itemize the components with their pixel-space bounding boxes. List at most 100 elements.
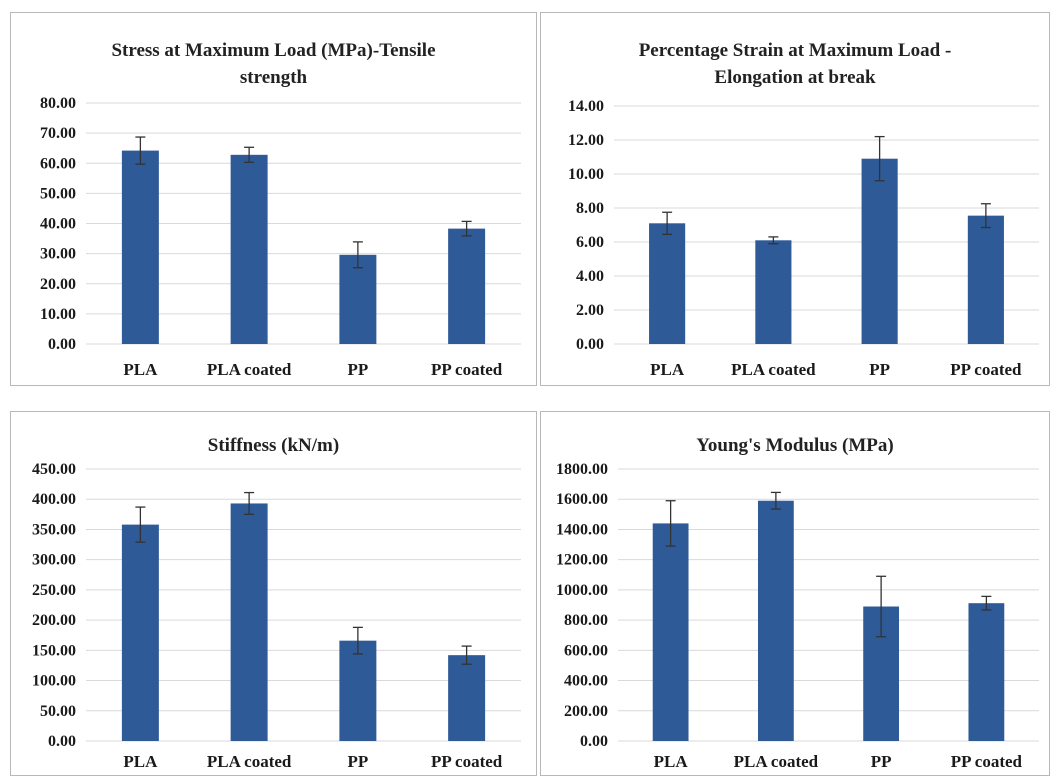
y-tick-label: 8.00 [576,200,604,217]
y-tick-label: 50.00 [40,185,76,202]
y-tick-label: 450.00 [32,461,76,478]
bar-plot: 0.00 50.00 100.00 150.00 200.00 250.00 300.00 3… [32,461,521,771]
bar-pla [121,150,159,344]
stiffness-chart: Stiffness (kN/m) 0.00 50.00 100.00 150.00 20… [10,411,537,776]
y-tick-label: 400.00 [32,491,76,508]
x-category-label: PLA [650,360,685,379]
y-tick-label: 80.00 [40,95,76,112]
error-bar [770,491,781,510]
x-category-label: PP [347,360,368,379]
youngs-modulus-chart: Young's Modulus (MPa) 0.00 200.00 400.00 60… [540,411,1050,776]
error-bar [352,241,363,269]
y-tick-label: 1400.00 [556,521,608,538]
y-tick-label: 300.00 [32,552,76,569]
bar-pp [339,254,377,344]
chart-title-line: Percentage Strain at Maximum Load - [638,40,952,61]
y-tick-label: 10.00 [568,166,604,183]
x-category-label: PLA [123,360,158,379]
x-category-label: PLA [654,752,689,771]
x-category-label: PP [347,752,368,771]
error-bar [981,595,992,611]
y-tick-label: 1600.00 [556,491,608,508]
bar-pla [649,223,686,344]
error-bar [461,220,472,237]
bar-pp [861,158,898,344]
chart-title-line: Stress at Maximum Load (MPa)-Tensile [111,40,436,61]
y-tick-label: 200.00 [564,703,608,720]
y-tick-label: 150.00 [32,642,76,659]
x-category-label: PP [869,360,890,379]
chart-title-line: strength [239,67,308,88]
error-bar [768,236,779,245]
chart-title: Stiffness (kN/m) [11,432,536,459]
x-category-label: PP coated [431,752,503,771]
error-bar [461,645,472,665]
x-category-label: PP coated [431,360,503,379]
bar-pla-coated [757,500,794,741]
y-tick-label: 0.00 [576,336,604,353]
x-category-label: PLA coated [207,360,292,379]
y-tick-label: 30.00 [40,246,76,263]
y-tick-label: 0.00 [48,336,76,353]
y-tick-label: 1200.00 [556,552,608,569]
bar-pla-coated [755,240,792,344]
y-tick-label: 0.00 [580,733,608,750]
y-tick-label: 60.00 [40,155,76,172]
y-tick-label: 50.00 [40,703,76,720]
bar-pp [339,640,377,741]
error-bar [874,135,885,182]
bar-pp-coated [448,655,486,741]
bar-pla-coated [230,154,268,344]
y-tick-label: 600.00 [564,642,608,659]
y-tick-label: 1000.00 [556,582,608,599]
y-tick-label: 10.00 [40,306,76,323]
bar-pp-coated [968,603,1005,741]
y-tick-label: 14.00 [568,98,604,115]
error-bar [352,626,363,655]
chart-title-line: Stiffness (kN/m) [207,435,340,456]
elongation-chart: Percentage Strain at Maximum Load - Elon… [540,12,1050,386]
bar-plot: 0.00 2.00 4.00 6.00 8.00 10.00 12.00 14.00 PLA PL… [568,98,1039,379]
y-tick-label: 0.00 [48,733,76,750]
x-category-label: PP coated [950,360,1022,379]
x-category-label: PLA coated [734,752,819,771]
error-bar [980,203,991,229]
bar-pla [652,523,689,741]
x-category-label: PLA coated [207,752,292,771]
x-category-label: PLA coated [731,360,816,379]
y-tick-label: 400.00 [564,673,608,690]
bar-plot: 0.00 10.00 20.00 30.00 40.00 50.00 60.00 70.00 8… [40,95,521,379]
y-tick-label: 250.00 [32,582,76,599]
chart-title-line: Young's Modulus (MPa) [696,435,894,456]
chart-title: Young's Modulus (MPa) [541,432,1049,459]
y-tick-label: 40.00 [40,216,76,233]
y-tick-label: 4.00 [576,268,604,285]
y-tick-label: 200.00 [32,612,76,629]
x-category-label: PLA [123,752,158,771]
error-bar [665,500,676,547]
y-tick-label: 20.00 [40,276,76,293]
bar-plot: 0.00 200.00 400.00 600.00 800.00 1000.00 1200.… [556,461,1039,771]
error-bar [135,506,146,543]
error-bar [876,575,887,638]
tensile-strength-chart: Stress at Maximum Load (MPa)-Tensile str… [10,12,537,386]
bar-pla-coated [230,503,268,741]
error-bar [135,136,146,165]
y-tick-label: 70.00 [40,125,76,142]
chart-title: Percentage Strain at Maximum Load - Elon… [541,37,1049,91]
y-tick-label: 6.00 [576,234,604,251]
bar-pp-coated [448,228,486,344]
x-category-label: PP coated [951,752,1023,771]
error-bar [244,146,255,163]
y-tick-label: 350.00 [32,521,76,538]
x-category-label: PP [871,752,892,771]
error-bar [244,491,255,515]
y-tick-label: 1800.00 [556,461,608,478]
bar-pp-coated [967,215,1004,344]
y-tick-label: 12.00 [568,132,604,149]
bar-pla [121,524,159,741]
y-tick-label: 100.00 [32,673,76,690]
y-tick-label: 2.00 [576,302,604,319]
chart-title-line: Elongation at break [714,67,876,88]
chart-title: Stress at Maximum Load (MPa)-Tensile str… [11,37,536,91]
